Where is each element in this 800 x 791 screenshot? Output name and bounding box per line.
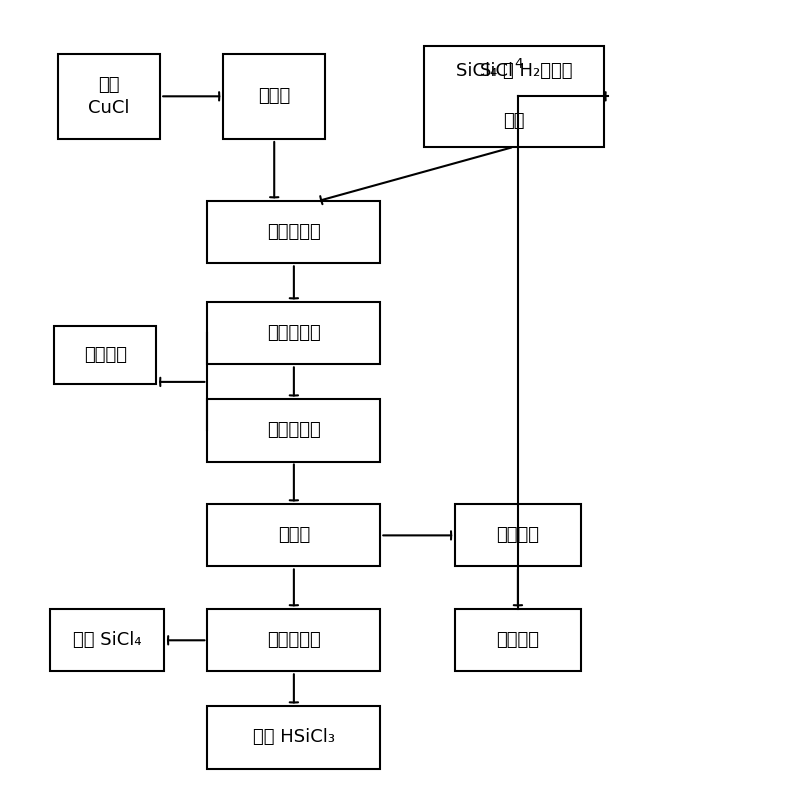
Text: 气体: 气体 [503, 112, 525, 131]
Bar [207, 399, 380, 462]
Bar [58, 54, 160, 139]
Text: 旋风分离器: 旋风分离器 [267, 324, 321, 343]
Text: 回收 SiCl₄: 回收 SiCl₄ [73, 631, 142, 649]
Bar [54, 326, 156, 384]
Text: 冷凝器: 冷凝器 [278, 526, 310, 544]
Bar [207, 706, 380, 769]
Text: 改性
CuCl: 改性 CuCl [88, 75, 130, 117]
Text: 回收硅粉: 回收硅粉 [84, 346, 126, 364]
Text: 袋式过滤器: 袋式过滤器 [267, 422, 321, 440]
Bar [207, 505, 380, 566]
Bar [207, 609, 380, 672]
Text: 多级精馏塔: 多级精馏塔 [267, 631, 321, 649]
Bar [423, 46, 604, 147]
Bar [207, 302, 380, 365]
Text: 催化剂: 催化剂 [258, 87, 290, 105]
Text: 流化床反应: 流化床反应 [267, 223, 321, 241]
Bar [455, 505, 581, 566]
Text: 4: 4 [514, 58, 522, 71]
Text: 回收氢气: 回收氢气 [497, 631, 539, 649]
Text: SiCl: SiCl [480, 62, 514, 81]
Text: 收集 HSiCl₃: 收集 HSiCl₃ [253, 729, 335, 747]
Bar [223, 54, 326, 139]
Bar [207, 201, 380, 263]
Text: 膜分离器: 膜分离器 [497, 526, 539, 544]
Text: SiCl₄ 和 H₂的混合: SiCl₄ 和 H₂的混合 [456, 62, 572, 81]
Bar [455, 609, 581, 672]
Bar [50, 609, 164, 672]
